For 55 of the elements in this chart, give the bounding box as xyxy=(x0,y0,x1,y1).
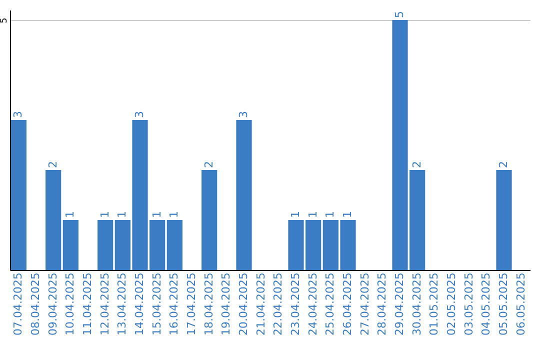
data-label: 1 xyxy=(289,211,302,218)
data-label: 2 xyxy=(497,161,510,168)
x-tick-label: 27.04.2025 xyxy=(358,272,372,336)
x-tick-label: 26.04.2025 xyxy=(341,272,354,336)
data-label: 1 xyxy=(150,211,164,218)
x-tick-label: 17.04.2025 xyxy=(185,272,198,336)
bar xyxy=(46,170,62,270)
data-label: 3 xyxy=(237,111,250,118)
data-label: 1 xyxy=(341,211,354,218)
x-tick-label: 21.04.2025 xyxy=(254,272,268,336)
bar xyxy=(236,120,252,270)
bar xyxy=(166,220,182,270)
data-label: 1 xyxy=(64,211,77,218)
data-label: 1 xyxy=(116,211,129,218)
x-tick-label: 23.04.2025 xyxy=(289,272,302,336)
data-label: 2 xyxy=(202,161,216,168)
x-tick-label: 02.05.2025 xyxy=(445,272,458,336)
x-tick-label: 24.04.2025 xyxy=(306,272,320,336)
x-tick-label: 08.04.2025 xyxy=(29,272,42,336)
x-tick-label: 11.04.2025 xyxy=(81,272,94,336)
x-tick-label: 06.05.2025 xyxy=(514,272,528,336)
data-label: 1 xyxy=(324,211,337,218)
x-tick-label: 29.04.2025 xyxy=(393,272,406,336)
bar xyxy=(62,220,78,270)
x-tick-label: 16.04.2025 xyxy=(168,272,181,336)
x-tick-label: 28.04.2025 xyxy=(376,272,389,336)
data-label: 1 xyxy=(306,211,320,218)
x-tick-label: 10.04.2025 xyxy=(64,272,77,336)
x-tick-label: 18.04.2025 xyxy=(202,272,216,336)
data-label: 1 xyxy=(98,211,112,218)
x-tick-label: 22.04.2025 xyxy=(272,272,285,336)
x-tick-label: 09.04.2025 xyxy=(46,272,60,336)
bar xyxy=(10,120,26,270)
data-label: 2 xyxy=(410,161,424,168)
x-tick-label: 20.04.2025 xyxy=(237,272,250,336)
x-tick-label: 12.04.2025 xyxy=(98,272,112,336)
data-label: 5 xyxy=(393,11,406,18)
x-tick-label: 19.04.2025 xyxy=(220,272,233,336)
data-label: 3 xyxy=(12,111,25,118)
bar xyxy=(496,170,512,270)
x-tick-label: 07.04.2025 xyxy=(12,272,25,336)
x-tick-label: 30.04.2025 xyxy=(410,272,424,336)
bar xyxy=(202,170,218,270)
x-tick-label: 14.04.2025 xyxy=(133,272,146,336)
x-tick-label: 13.04.2025 xyxy=(116,272,129,336)
data-label: 3 xyxy=(133,111,146,118)
x-tick-label: 25.04.2025 xyxy=(324,272,337,336)
x-tick-label: 15.04.2025 xyxy=(150,272,164,336)
bar xyxy=(98,220,114,270)
x-tick-label: 01.05.2025 xyxy=(428,272,441,336)
data-label: 1 xyxy=(168,211,181,218)
data-label: 2 xyxy=(46,161,60,168)
x-tick-label: 05.05.2025 xyxy=(497,272,510,336)
x-tick-label: 03.05.2025 xyxy=(462,272,476,336)
x-tick-label: 04.05.2025 xyxy=(480,272,493,336)
